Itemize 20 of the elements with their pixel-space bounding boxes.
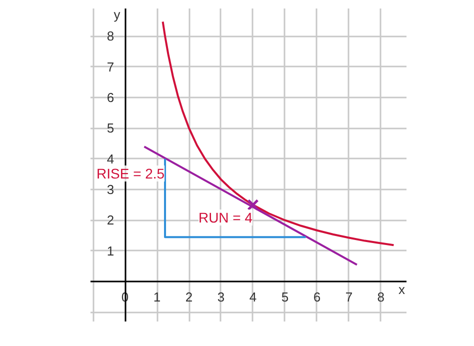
x-tick-label: 8 xyxy=(377,290,385,305)
y-tick-label: 6 xyxy=(106,90,114,105)
x-tick-label: 4 xyxy=(249,290,257,305)
x-tick-label: 6 xyxy=(313,290,321,305)
x-tick-label: 5 xyxy=(281,290,289,305)
y-tick-label: 4 xyxy=(106,151,114,166)
x-tick-label: 2 xyxy=(185,290,193,305)
y-tick-label: 7 xyxy=(106,59,114,74)
y-tick-label: 2 xyxy=(106,212,114,228)
y-tick-label: 5 xyxy=(106,120,114,136)
annotation: RISE = 2.5 xyxy=(96,166,165,182)
y-axis-title: y xyxy=(114,7,121,22)
x-tick-label: 3 xyxy=(217,290,225,305)
annotation: RUN = 4 xyxy=(198,210,253,226)
y-tick-label: 3 xyxy=(106,182,114,198)
x-tick-label: 7 xyxy=(345,290,353,305)
y-tick-label: 1 xyxy=(106,243,114,258)
x-tick-label: 1 xyxy=(153,290,161,305)
x-axis-title: x xyxy=(398,282,406,297)
y-tick-label: 8 xyxy=(106,28,114,44)
